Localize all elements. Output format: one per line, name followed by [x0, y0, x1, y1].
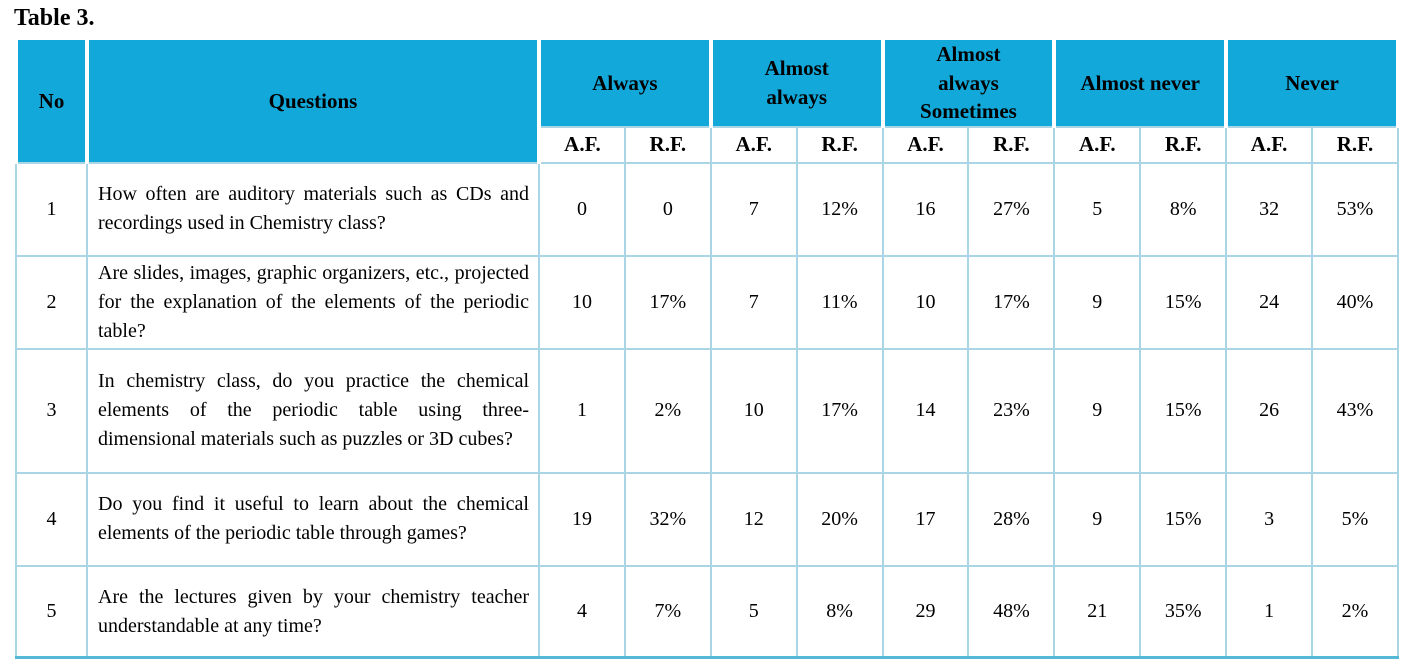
af-value-cell: 10: [709, 347, 798, 474]
subheader-rf: R.F.: [795, 125, 884, 164]
row-number-cell: 3: [15, 347, 88, 474]
af-value-cell: 9: [1053, 471, 1142, 567]
subheader-rf: R.F.: [967, 125, 1056, 164]
rf-value-cell: 23%: [967, 347, 1056, 474]
rf-value-cell: 17%: [795, 347, 884, 474]
af-value-cell: 7: [709, 254, 798, 350]
rf-value-cell: 28%: [967, 471, 1056, 567]
rf-value-cell: 7%: [623, 564, 712, 660]
subheader-af: A.F.: [1053, 125, 1142, 164]
af-value-cell: 9: [1053, 347, 1142, 474]
rf-value-cell: 11%: [795, 254, 884, 350]
row-number-cell: 4: [15, 471, 88, 567]
group-header-almost-always: Almost always: [708, 39, 885, 128]
table-row: 3 In chemistry class, do you practice th…: [15, 347, 1399, 474]
af-value-cell: 32: [1225, 161, 1314, 257]
subheader-rf: R.F.: [1139, 125, 1228, 164]
af-value-cell: 0: [538, 161, 626, 257]
rf-value-cell: 15%: [1139, 254, 1228, 350]
rf-value-cell: 48%: [967, 564, 1056, 660]
group-header-almost-never: Almost never: [1052, 39, 1229, 128]
af-value-cell: 5: [709, 564, 798, 660]
rf-value-cell: 0: [623, 161, 712, 257]
question-cell: Do you find it useful to learn about the…: [86, 471, 540, 567]
subheader-rf: R.F.: [1311, 125, 1399, 164]
subheader-af: A.F.: [1225, 125, 1314, 164]
rf-value-cell: 40%: [1311, 254, 1399, 350]
subheader-af: A.F.: [881, 125, 970, 164]
rf-value-cell: 5%: [1311, 471, 1399, 567]
table-caption: Table 3.: [14, 5, 95, 31]
group-header-never: Never: [1224, 39, 1400, 128]
rf-value-cell: 53%: [1311, 161, 1399, 257]
question-cell: Are the lectures given by your chemistry…: [86, 564, 540, 660]
subheader-af: A.F.: [538, 125, 626, 164]
subheader-af: A.F.: [709, 125, 798, 164]
rf-value-cell: 35%: [1139, 564, 1228, 660]
row-number-cell: 5: [15, 564, 88, 660]
af-value-cell: 4: [538, 564, 626, 660]
af-value-cell: 17: [881, 471, 970, 567]
group-header-always: Always: [537, 39, 713, 128]
rf-value-cell: 32%: [623, 471, 712, 567]
rf-value-cell: 15%: [1139, 471, 1228, 567]
af-value-cell: 12: [709, 471, 798, 567]
table-row: 4 Do you find it useful to learn about t…: [15, 471, 1399, 567]
af-value-cell: 24: [1225, 254, 1314, 350]
table-row: 2 Are slides, images, graphic organizers…: [15, 254, 1399, 350]
rf-value-cell: 2%: [623, 347, 712, 474]
af-value-cell: 1: [538, 347, 626, 474]
question-cell: How often are auditory materials such as…: [86, 161, 540, 257]
af-value-cell: 10: [881, 254, 970, 350]
rf-value-cell: 27%: [967, 161, 1056, 257]
af-value-cell: 10: [538, 254, 626, 350]
rf-value-cell: 2%: [1311, 564, 1399, 660]
af-value-cell: 29: [881, 564, 970, 660]
subheader-rf: R.F.: [623, 125, 712, 164]
af-value-cell: 16: [881, 161, 970, 257]
header-group-row: No Questions Always Almost always Almost…: [14, 39, 1400, 164]
af-value-cell: 1: [1225, 564, 1314, 660]
rf-value-cell: 17%: [623, 254, 712, 350]
af-value-cell: 5: [1053, 161, 1142, 257]
header-sub-row: A.F. R.F. A.F. R.F. A.F. R.F. A.F. R.F. …: [16, 125, 1399, 164]
rf-value-cell: 20%: [795, 471, 884, 567]
rf-value-cell: 8%: [1139, 161, 1228, 257]
rf-value-cell: 15%: [1139, 347, 1228, 474]
group-header-almost-always-sometimes: Almost always Sometimes: [880, 39, 1057, 128]
rf-value-cell: 12%: [795, 161, 884, 257]
rf-value-cell: 8%: [795, 564, 884, 660]
af-value-cell: 14: [881, 347, 970, 474]
af-value-cell: 9: [1053, 254, 1142, 350]
question-cell: Are slides, images, graphic organizers, …: [86, 254, 540, 350]
row-number-cell: 1: [15, 161, 88, 257]
question-cell: In chemistry class, do you practice the …: [86, 347, 540, 474]
af-value-cell: 21: [1053, 564, 1142, 660]
af-value-cell: 7: [709, 161, 798, 257]
rf-value-cell: 43%: [1311, 347, 1399, 474]
table-row: 5 Are the lectures given by your chemist…: [15, 564, 1399, 660]
table-row: 1 How often are auditory materials such …: [15, 161, 1399, 257]
frequency-table: No Questions Always Almost always Almost…: [14, 39, 1400, 660]
column-header-no: No: [14, 39, 89, 164]
af-value-cell: 19: [538, 471, 626, 567]
column-header-questions: Questions: [85, 39, 541, 164]
row-number-cell: 2: [15, 254, 88, 350]
af-value-cell: 26: [1225, 347, 1314, 474]
rf-value-cell: 17%: [967, 254, 1056, 350]
af-value-cell: 3: [1225, 471, 1314, 567]
